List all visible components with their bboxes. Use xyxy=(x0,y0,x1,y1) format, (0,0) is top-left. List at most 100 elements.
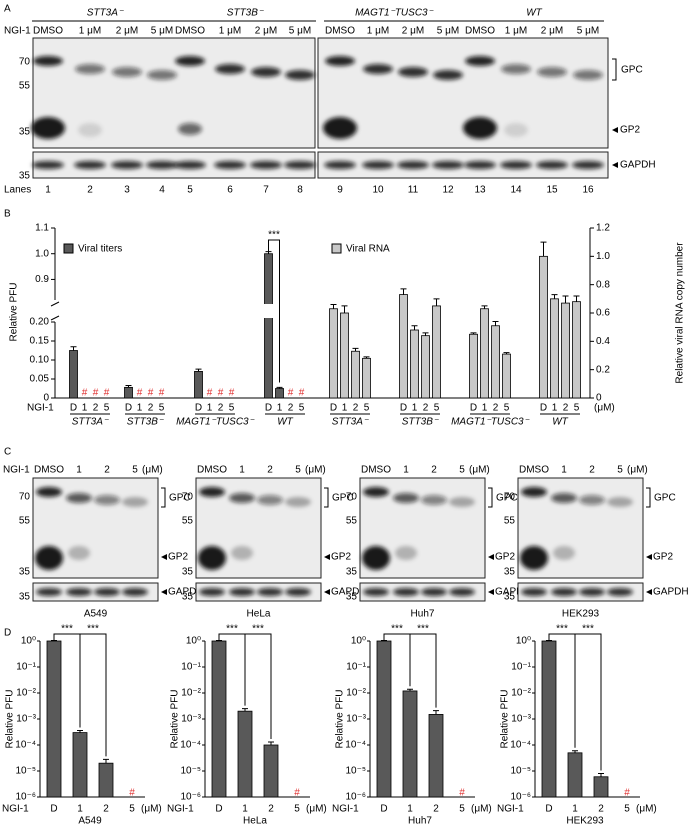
band xyxy=(257,495,283,505)
x-tick-label: 5 xyxy=(229,403,235,414)
x-tick-label: 2 xyxy=(103,804,109,815)
error-bar xyxy=(562,295,569,304)
lane-number: 3 xyxy=(124,185,130,196)
band-label: GPC xyxy=(332,493,354,504)
missing-marker: # xyxy=(294,788,300,799)
error-bar xyxy=(572,750,578,753)
marker: 35 xyxy=(19,592,31,603)
error-bar xyxy=(352,347,359,352)
y-axis-label: Relative PFU xyxy=(335,690,346,749)
band-label: GP2 xyxy=(653,552,673,563)
y-tick-label: 10⁻⁶ xyxy=(345,792,366,803)
x-tick-label: D xyxy=(540,403,547,414)
group-label: STT3B⁻ xyxy=(402,417,439,428)
band xyxy=(324,161,356,169)
lane-label: 1 μM xyxy=(79,26,101,37)
y-tick-label: 1.0 xyxy=(35,248,49,259)
y2-tick-label: 0.8 xyxy=(596,279,610,290)
band-label: GP2 xyxy=(620,125,640,136)
band xyxy=(465,56,495,66)
band xyxy=(175,56,205,66)
bar xyxy=(69,350,78,399)
band xyxy=(579,495,605,505)
arrowhead xyxy=(161,589,167,595)
error-bar xyxy=(125,384,132,388)
band xyxy=(504,123,528,137)
axis-break xyxy=(50,301,60,307)
lane-number: 7 xyxy=(263,185,269,196)
y-tick-label: 10⁻² xyxy=(181,688,201,699)
significance-bracket xyxy=(383,633,437,708)
marker: 35 xyxy=(504,592,516,603)
band xyxy=(174,161,206,169)
group-label: STT3B⁻ xyxy=(227,8,264,19)
x-tick-label: 5 xyxy=(434,403,440,414)
band xyxy=(78,123,102,137)
band xyxy=(579,588,605,596)
band xyxy=(251,67,281,77)
blot xyxy=(32,37,316,149)
unit-label: (μM) xyxy=(594,403,615,414)
significance-bracket xyxy=(53,633,107,757)
lane-number: 6 xyxy=(227,185,233,196)
x-axis-label: NGI-1 xyxy=(497,804,524,815)
band-label: GAPDH xyxy=(620,160,656,171)
y-tick-label: 10⁻³ xyxy=(16,714,36,725)
band-label: GPC xyxy=(654,493,676,504)
error-bar xyxy=(70,346,77,351)
bar xyxy=(264,253,273,399)
x-tick-label: 1 xyxy=(77,804,83,815)
band xyxy=(449,497,475,507)
marker: 35 xyxy=(346,567,358,578)
y-tick-label: 10⁻⁵ xyxy=(180,766,201,777)
y-tick-label: 0.10 xyxy=(30,355,50,366)
x-axis-label: NGI-1 xyxy=(167,804,194,815)
band xyxy=(94,588,120,596)
bar xyxy=(480,308,489,399)
band xyxy=(464,161,496,169)
band xyxy=(33,56,63,66)
arrowhead xyxy=(161,554,167,560)
y-axis-label: Relative PFU xyxy=(9,283,20,342)
missing-marker: # xyxy=(104,388,110,399)
y-tick-label: 10⁻⁶ xyxy=(510,792,531,803)
x-tick-label: D xyxy=(380,804,387,815)
marker: 35 xyxy=(19,171,31,182)
lane-label: 2 μM xyxy=(541,26,563,37)
marker: 70 xyxy=(182,492,194,503)
band xyxy=(537,67,567,77)
lane-label: 2 μM xyxy=(402,26,424,37)
x-tick-label: 2 xyxy=(563,403,569,414)
bar xyxy=(428,714,444,798)
unit-label: (μM) xyxy=(627,465,648,476)
x-tick-label: 5 xyxy=(364,403,370,414)
y2-tick-label: 0 xyxy=(596,393,602,404)
x-tick-label: 2 xyxy=(218,403,224,414)
band xyxy=(573,70,603,80)
x-tick-label: D xyxy=(400,403,407,414)
x-tick-label: 2 xyxy=(288,403,294,414)
x-tick-label: 5 xyxy=(294,804,300,815)
x-tick-label: 2 xyxy=(148,403,154,414)
unit-label: (μM) xyxy=(471,804,492,815)
error-bar xyxy=(481,305,488,309)
marker: 35 xyxy=(346,592,358,603)
lane-number: 12 xyxy=(442,185,454,196)
band xyxy=(285,497,311,507)
band xyxy=(214,161,246,169)
y2-tick-label: 1.2 xyxy=(596,223,610,234)
bar xyxy=(263,744,279,798)
marker: 55 xyxy=(182,516,194,527)
lane-number: 4 xyxy=(159,185,165,196)
x-tick-label: 1 xyxy=(552,403,558,414)
arrowhead xyxy=(646,554,652,560)
unit-label: (μM) xyxy=(636,804,657,815)
lane-label: 5 xyxy=(132,465,138,476)
bar xyxy=(194,370,203,399)
band xyxy=(433,70,463,80)
band xyxy=(393,493,419,503)
band xyxy=(397,161,429,169)
significance-label: *** xyxy=(417,624,429,635)
band xyxy=(572,161,604,169)
band xyxy=(449,588,475,596)
